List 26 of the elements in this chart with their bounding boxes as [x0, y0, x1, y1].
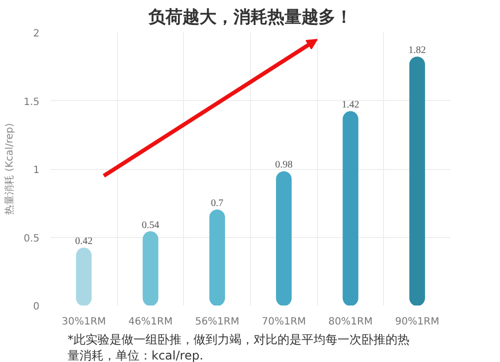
data-label: 0.54 — [142, 220, 160, 231]
x-tick-label: 46%1RM — [128, 316, 173, 328]
y-axis-title: 热量消耗 (Kcal/rep) — [4, 123, 16, 215]
chart-title: 负荷越大，消耗热量越多！ — [148, 8, 352, 28]
bar — [142, 231, 158, 306]
bar — [342, 111, 358, 306]
y-tick-label: 0.5 — [24, 233, 40, 244]
x-tick-label: 30%1RM — [62, 316, 106, 328]
data-label: 1.82 — [408, 45, 426, 56]
data-label: 1.42 — [342, 100, 360, 111]
bar — [209, 209, 225, 306]
bar — [409, 56, 425, 306]
x-tick-label: 56%1RM — [195, 316, 240, 328]
data-label: 0.42 — [75, 236, 93, 248]
x-tick-label: 80%1RM — [328, 316, 373, 328]
x-tick-label: 90%1RM — [395, 316, 440, 328]
bar — [76, 248, 92, 306]
data-label: 0.98 — [275, 160, 293, 171]
text: *此实验是做一组卧推，做到力竭，对比的是平均每一次卧推的热量消耗，单位：kcal/rep. — [68, 332, 410, 362]
y-tick-label: 1.5 — [24, 96, 40, 108]
y-tick-label: 0 — [33, 302, 40, 312]
y-tick-label: 1 — [33, 165, 40, 176]
y-tick-label: 2 — [33, 28, 40, 40]
bar — [276, 171, 292, 306]
data-label: 0.7 — [210, 198, 224, 209]
x-tick-label: 70%1RM — [262, 316, 306, 328]
